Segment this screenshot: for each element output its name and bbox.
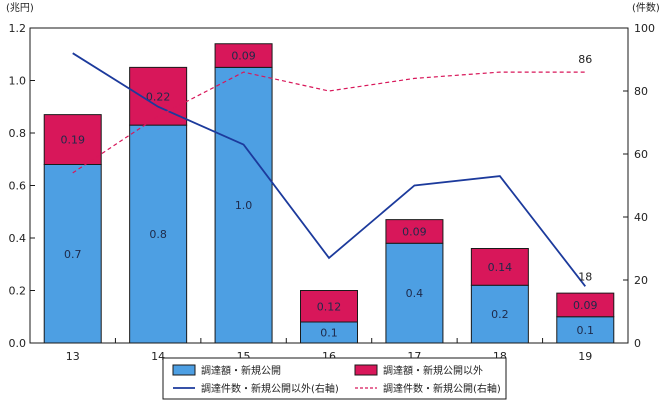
legend-swatch	[354, 364, 378, 376]
end-label-count-new-listing: 86	[578, 53, 592, 66]
bar-label-new-listing: 0.4	[406, 287, 424, 300]
right-tick-label: 60	[634, 148, 648, 161]
bar-label-other: 0.22	[146, 90, 171, 103]
right-tick-label: 20	[634, 274, 648, 287]
bar-label-other: 0.09	[573, 299, 598, 312]
legend-item-label: 調達件数・新規公開(右軸)	[383, 382, 501, 395]
left-tick-label: 0.4	[9, 232, 27, 245]
bar-new-listing-13	[43, 164, 102, 344]
bar-new-listing-17	[385, 242, 444, 344]
legend-box	[162, 357, 507, 400]
left-tick-label: 0.2	[9, 285, 27, 298]
left-axis-unit: (兆円)	[6, 2, 34, 14]
x-tick-label: 19	[578, 350, 592, 363]
line-count-new-listing	[72, 71, 586, 174]
bar-new-listing-15	[214, 66, 273, 344]
bar-new-listing-19	[556, 316, 615, 344]
bar-label-other: 0.12	[317, 300, 342, 313]
left-tick-label: 0.0	[9, 337, 27, 350]
left-tick-label: 0.8	[9, 127, 27, 140]
bar-other-19	[556, 292, 615, 318]
bar-label-new-listing: 0.1	[320, 327, 338, 340]
bar-other-13	[43, 114, 102, 165]
bar-other-16	[300, 290, 358, 323]
bar-other-14	[129, 66, 188, 126]
bar-other-18	[470, 248, 529, 286]
bar-label-new-listing: 0.8	[149, 228, 167, 241]
left-tick-label: 0.6	[9, 180, 27, 193]
x-tick-label: 13	[66, 350, 80, 363]
bar-other-17	[385, 219, 444, 244]
bar-new-listing-18	[470, 284, 529, 344]
bar-label-new-listing: 0.2	[491, 308, 509, 321]
x-tick-label: 14	[151, 350, 165, 363]
bar-other-15	[214, 43, 273, 68]
bar-label-other: 0.14	[488, 261, 513, 274]
left-tick-label: 1.2	[9, 22, 27, 35]
legend-item-label: 調達件数・新規公開以外(右軸)	[201, 382, 339, 395]
end-label-count-other: 18	[578, 270, 592, 283]
bar-label-new-listing: 0.7	[64, 248, 82, 261]
bar-new-listing-14	[129, 124, 188, 344]
left-tick-label: 1.0	[9, 75, 27, 88]
legend-item-label: 調達額・新規公開以外	[383, 364, 483, 377]
right-tick-label: 40	[634, 211, 648, 224]
bar-label-other: 0.19	[60, 134, 85, 147]
bar-label-other: 0.09	[402, 225, 427, 238]
legend-item-label: 調達額・新規公開	[201, 364, 281, 377]
bar-label-new-listing: 1.0	[235, 199, 253, 212]
right-tick-label: 0	[634, 337, 641, 350]
bar-label-other: 0.09	[231, 50, 256, 63]
right-axis-unit: (件数)	[632, 1, 660, 14]
legend-swatch	[172, 364, 196, 376]
right-tick-label: 80	[634, 85, 648, 98]
bar-label-new-listing: 0.1	[577, 324, 595, 337]
line-count-other	[72, 52, 586, 287]
right-tick-label: 100	[634, 22, 655, 35]
bars-layer: 0.7 0.19 0.8 0.22 1.0 0.09 0.1 0.12 0.4 0.09 0.2 0.…	[43, 43, 615, 344]
